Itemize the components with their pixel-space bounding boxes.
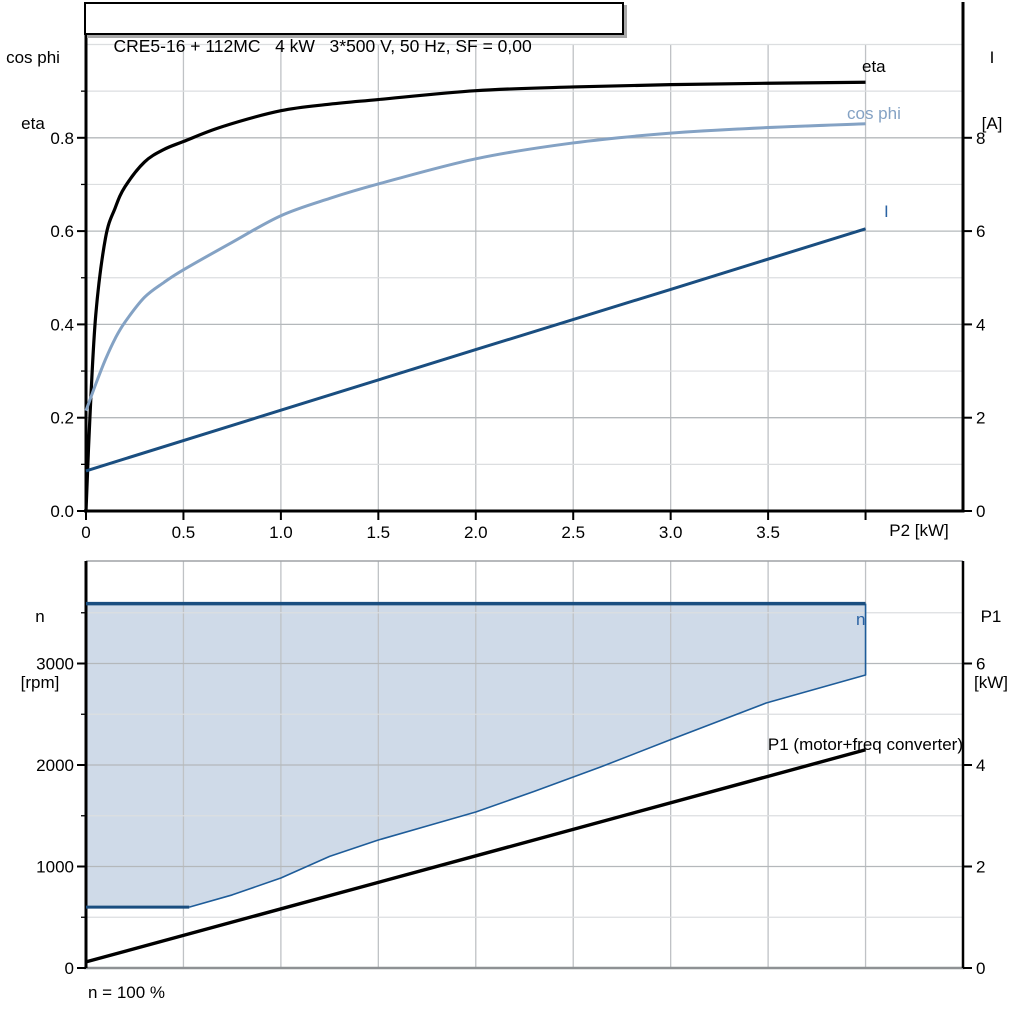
axis-title-current-unit: [A] [981,114,1003,133]
top-right-axis-title: I [A] [962,3,1022,179]
tick-label: 1.5 [367,523,391,542]
tick-label: 0 [81,523,90,542]
tick-label: 0.2 [50,409,74,428]
axis-title-eta: eta [21,114,45,133]
x-axis-title-p2: P2 [kW] [889,521,949,540]
top-chart-curves [84,80,867,512]
tick-label: 3.5 [756,523,780,542]
axis-title-current: I [989,48,995,67]
bottom-right-axis-title: P1 [kW] [960,562,1022,738]
axis-title-speed: n [35,607,45,626]
curve-label-current: I [884,202,889,221]
curve-label-p1: P1 (motor+freq converter) [767,735,963,754]
tick-label: 4 [976,756,985,775]
tick-label: 1.0 [269,523,293,542]
curve-label-speed: n [856,610,866,629]
tick-label: 4 [976,315,985,334]
tick-label: 6 [976,222,985,241]
tick-label: 2 [976,409,985,428]
tick-label: 0.0 [50,502,74,521]
tick-label: 0 [976,502,985,521]
tick-label: 2.5 [561,523,585,542]
tick-label: 3.0 [659,523,683,542]
tick-label: 1000 [36,858,74,877]
footnote-speed-100: n = 100 % [88,983,166,1002]
curve-label-cos-phi: cos phi [847,104,901,123]
top-chart-axes: 0.0 0.2 0.4 0.6 0.8 0 0.5 1.0 1.5 2.0 2.5 3.0 3.5 0 2 4… [50,2,985,542]
axis-title-cos-phi: cos phi [6,48,60,67]
bottom-chart-grid [86,561,963,968]
axis-title-p1: P1 [980,607,1002,626]
curve-label-eta: eta [862,57,886,76]
axis-title-speed-unit: [rpm] [20,673,60,692]
chart-title: CRE5-16 + 112MC 4 kW 3*500 V, 50 Hz, SF … [113,36,532,56]
bottom-chart-curves [85,601,867,964]
tick-label: 0.6 [50,222,74,241]
tick-label: 2.0 [464,523,488,542]
tick-label: 0 [65,959,74,978]
tick-label: 0.8 [50,129,74,148]
tick-label: 2 [976,858,985,877]
top-chart-grid [86,43,963,511]
axis-title-p1-unit: [kW] [974,673,1008,692]
bottom-left-axis-title: n [rpm] [0,562,80,738]
tick-label: 0.5 [172,523,196,542]
top-left-axis-title: cos phi eta [0,3,66,179]
tick-label: 0 [976,959,985,978]
tick-label: 6 [976,655,985,674]
chart-title-box: CRE5-16 + 112MC 4 kW 3*500 V, 50 Hz, SF … [84,2,624,56]
tick-label: 2000 [36,756,74,775]
bottom-chart-axes: 0 1000 2000 3000 0 2 4 6 [36,560,985,978]
tick-label: 0.4 [50,315,74,334]
tick-label: 8 [976,129,985,148]
tick-label: 3000 [36,655,74,674]
